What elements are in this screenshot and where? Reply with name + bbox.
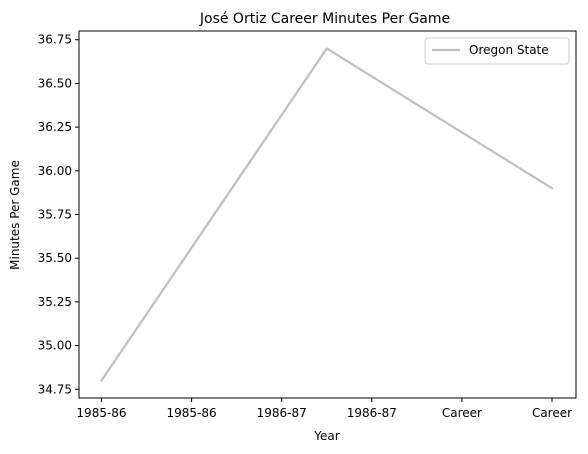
y-axis-title: Minutes Per Game: [8, 160, 22, 270]
y-tick-label: 36.50: [38, 76, 72, 90]
legend: Oregon State: [424, 37, 570, 65]
y-tick-label: 36.00: [38, 164, 72, 178]
x-tick-label: 1986-87: [347, 406, 397, 420]
legend-box: [424, 37, 570, 65]
x-tick-label: 1985-86: [76, 406, 126, 420]
y-tick-label: 34.75: [38, 382, 72, 396]
chart-title: José Ortiz Career Minutes Per Game: [199, 11, 450, 27]
x-tick-label: 1986-87: [257, 406, 307, 420]
x-axis-ticks: 1985-86 1985-86 1986-87 1986-87 Career Career: [76, 398, 572, 420]
y-tick-label: 35.50: [38, 251, 72, 265]
y-axis-ticks: 34.75 35.00 35.25 35.50 35.75 36.00 36.25 36.50…: [38, 33, 79, 396]
y-tick-label: 36.75: [38, 33, 72, 47]
legend-label-oregon-state: Oregon State: [469, 43, 549, 57]
x-tick-label: Career: [532, 406, 572, 420]
y-tick-label: 35.75: [38, 208, 72, 222]
x-tick-label: Career: [442, 406, 482, 420]
plot-frame: [78, 30, 577, 399]
plot-area: [79, 31, 576, 398]
x-axis-title: Year: [313, 429, 339, 443]
series-layer: [99, 47, 554, 383]
y-tick-label: 35.00: [38, 339, 72, 353]
x-tick-label: 1985-86: [167, 406, 217, 420]
y-tick-label: 36.25: [38, 120, 72, 134]
y-tick-label: 35.25: [38, 295, 72, 309]
series-line-0: [99, 47, 554, 383]
